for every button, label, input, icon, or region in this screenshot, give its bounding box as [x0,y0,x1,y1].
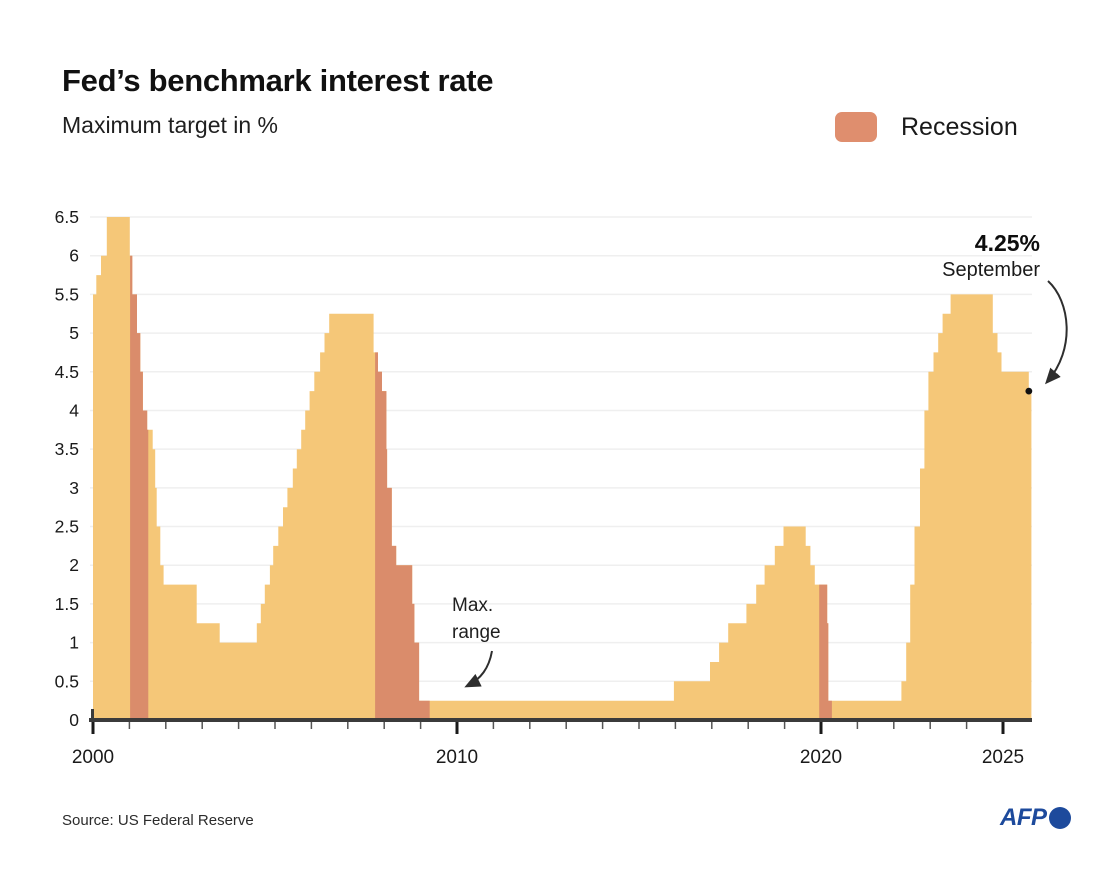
rate-area [93,217,1032,720]
y-tick-label: 1.5 [55,594,79,614]
x-tick-label: 2025 [982,747,1024,768]
afp-logo: AFP [1000,804,1071,832]
x-tick-label: 2020 [800,747,842,768]
y-tick-label: 4 [69,400,79,420]
legend-label: Recession [901,112,1018,141]
latest-point-dot [1025,387,1033,395]
recession-band [375,352,430,720]
source-credit: Source: US Federal Reserve [62,812,254,829]
y-tick-label: 6.5 [55,207,79,227]
afp-logo-circle-icon [1048,807,1071,829]
y-tick-label: 3 [69,478,79,498]
y-tick-label: 2 [69,555,79,575]
max-range-line2: range [452,621,501,643]
x-tick-label: 2010 [436,747,478,768]
y-tick-label: 1 [69,633,79,653]
latest-rate-month: September [942,259,1040,282]
latest-rate-annotation: 4.25% September [880,230,1040,282]
rate-area-fill [93,217,1032,720]
recession-band [819,584,832,720]
y-tick-label: 5.5 [55,284,79,304]
legend: Recession [835,112,1018,142]
axis-labels: 0 0.5 1 1.5 2 2.5 3 3.5 4 4.5 5 5.5 6 6.5 2000 2010 2020… [55,207,1024,768]
arrow-to-latest-point-icon [1045,280,1068,385]
gridlines [90,216,1032,683]
y-tick-label: 2.5 [55,517,79,537]
annotation-arrows [464,280,1068,688]
y-tick-label: 0 [69,710,79,730]
afp-logo-text: AFP [1000,804,1047,831]
recession-swatch-icon [835,112,877,142]
latest-rate-value: 4.25% [974,230,1040,256]
chart-subtitle: Maximum target in % [62,112,279,138]
x-axis [89,709,1032,734]
max-range-line1: Max. [452,595,494,616]
y-tick-label: 0.5 [55,671,79,691]
y-tick-label: 5 [69,323,79,343]
x-tick-label: 2000 [72,747,114,768]
page-title: Fed’s benchmark interest rate [62,63,494,98]
arrow-to-max-range-icon [464,650,493,688]
y-tick-label: 3.5 [55,439,79,459]
y-tick-label: 6 [69,246,79,266]
recession-band [130,255,149,720]
y-tick-label: 4.5 [55,362,79,382]
max-range-annotation: Max. range [452,593,501,647]
